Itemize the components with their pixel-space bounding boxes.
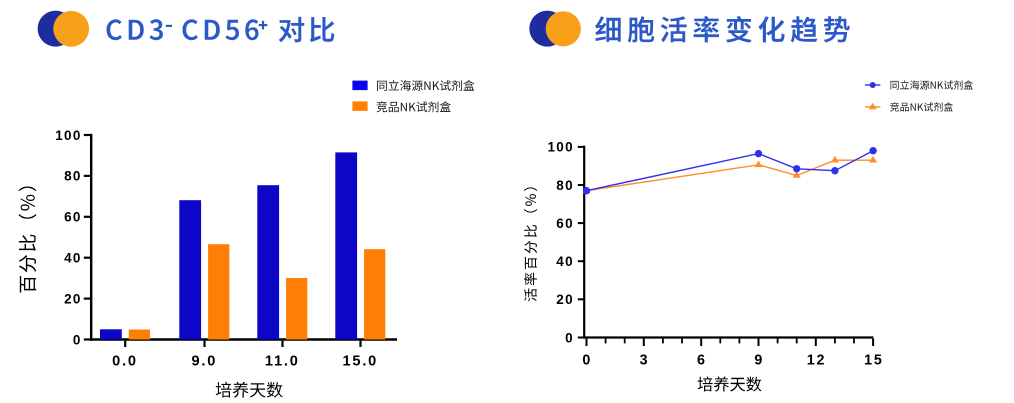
- svg-text:80: 80: [556, 178, 574, 193]
- svg-text:40: 40: [556, 254, 574, 269]
- svg-text:3: 3: [640, 353, 650, 369]
- svg-text:0: 0: [565, 330, 574, 345]
- svg-text:11.0: 11.0: [265, 353, 300, 369]
- svg-text:15: 15: [864, 353, 884, 369]
- svg-text:0: 0: [582, 353, 592, 369]
- svg-text:60: 60: [64, 210, 82, 225]
- svg-text:100: 100: [55, 128, 81, 143]
- svg-text:20: 20: [64, 291, 82, 306]
- svg-text:60: 60: [556, 216, 574, 231]
- svg-text:20: 20: [556, 292, 574, 307]
- svg-text:80: 80: [64, 169, 82, 184]
- svg-text:100: 100: [547, 140, 573, 155]
- svg-text:9.0: 9.0: [191, 353, 217, 369]
- svg-text:6: 6: [697, 353, 707, 369]
- svg-text:9: 9: [754, 353, 764, 369]
- svg-text:0: 0: [73, 332, 82, 347]
- svg-text:12: 12: [807, 353, 827, 369]
- svg-text:15.0: 15.0: [342, 353, 378, 369]
- svg-text:0.0: 0.0: [112, 353, 138, 369]
- svg-text:40: 40: [64, 251, 82, 266]
